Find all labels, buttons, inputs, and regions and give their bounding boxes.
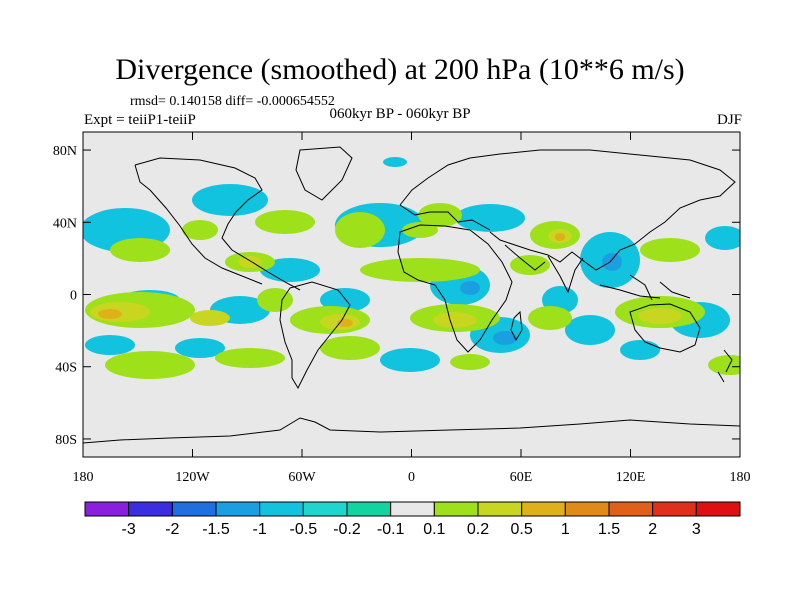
colorbar-labels: -3 -2 -1.5 -1 -0.5 -0.2 -0.1 0.1 0.2 0.5 1 1.5 2 3 [122,521,701,538]
experiment-label: Expt = teiiP1-teiiP [84,112,196,128]
x-tick-label: 120W [175,470,210,485]
period-label: 060kyr BP - 060kyr BP [329,106,471,122]
colorbar-label: -0.1 [377,521,405,538]
season-label: DJF [716,112,742,128]
map-background [83,132,740,457]
colorbar-swatch [128,501,173,517]
y-tick-label: 40S [55,361,77,376]
y-tick-label: 0 [70,289,77,304]
colorbar-label: 3 [692,521,701,538]
colorbar-label: -1.5 [202,521,230,538]
x-axis-ticks [82,132,741,457]
colorbar-swatch [477,501,523,517]
x-tick-label: 180 [73,470,94,485]
colorbar-swatch [302,501,348,517]
colorbar-label: -1 [253,521,267,538]
colorbar-label: -3 [122,521,136,538]
x-tick-label: 0 [408,470,415,485]
colorbar-swatch [259,501,304,517]
colorbar-label: -0.2 [333,521,361,538]
colorbar-swatch [521,501,566,517]
colorbar-swatch [652,501,697,517]
x-tick-label: 180 [730,470,751,485]
colorbar-label: -0.5 [290,521,318,538]
colorbar-label: -2 [165,521,179,538]
colorbar [84,501,741,517]
colorbar-swatch [346,501,392,517]
y-tick-label: 80S [55,433,77,448]
coastlines [83,146,740,444]
map-title: Divergence (smoothed) at 200 hPa (10**6 … [115,53,685,86]
colorbar-label: 0.5 [511,521,533,538]
colorbar-swatch [390,501,435,517]
x-tick-label: 120E [616,470,646,485]
x-tick-label: 60W [288,470,316,485]
colorbar-swatch [608,501,654,517]
colorbar-label: 0.2 [467,521,489,538]
colorbar-swatch [171,501,217,517]
divergence-field [83,146,740,444]
stats-text: rmsd= 0.140158 diff= -0.000654552 [130,94,335,109]
y-axis-labels: 80N 40N 0 40S 80S [53,144,77,448]
colorbar-label: 0.1 [423,521,445,538]
colorbar-swatch [564,501,610,517]
x-tick-label: 60E [510,470,533,485]
y-axis-ticks [83,149,740,440]
colorbar-swatch [433,501,479,517]
colorbar-swatch [215,501,261,517]
colorbar-label: 1.5 [598,521,620,538]
colorbar-swatch [84,501,130,517]
colorbar-label: 1 [561,521,570,538]
x-axis-labels: 180 120W 60W 0 60E 120E 180 [73,470,751,485]
y-tick-label: 40N [53,216,77,231]
colorbar-label: 2 [648,521,657,538]
y-tick-label: 80N [53,144,77,159]
colorbar-swatch [695,501,741,517]
